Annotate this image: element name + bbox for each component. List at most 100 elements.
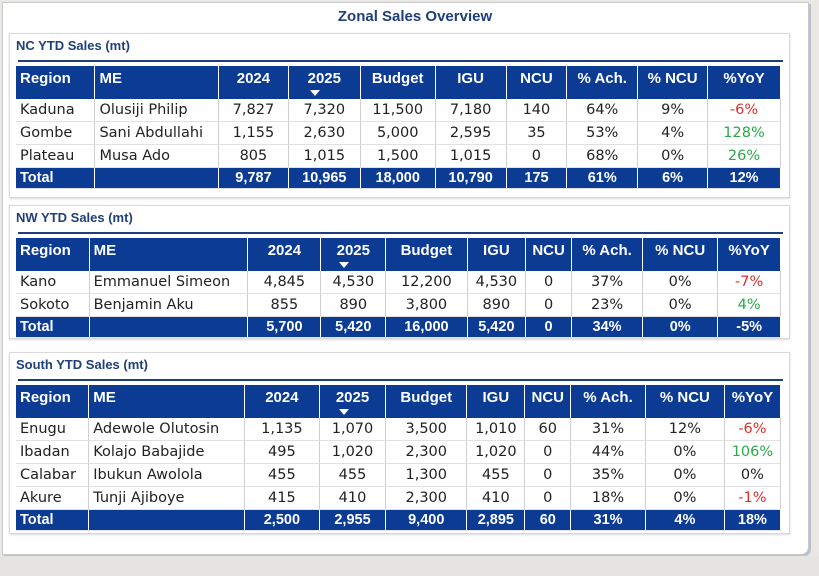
total-cell-me [89, 316, 249, 338]
cell-budget: 3,500 [385, 418, 468, 441]
column-header-2024[interactable]: 2024 [218, 66, 289, 99]
column-header-label: NCU [531, 389, 565, 406]
card-rule [18, 60, 783, 62]
cell-2024: 805 [218, 144, 289, 168]
total-cell-ncu: 60 [524, 509, 572, 531]
column-header-pct-ncu[interactable]: % NCU [645, 385, 725, 418]
cell-pct-ach: 23% [571, 293, 644, 317]
column-header-pct-ach[interactable]: % Ach. [571, 238, 644, 271]
cell-me: Benjamin Aku [89, 293, 249, 317]
column-header-region[interactable]: Region [16, 238, 90, 271]
cell-2025: 455 [319, 463, 387, 487]
nw-sales-card: NW YTD Sales (mt) Region ME 2024 2025 Budget… [9, 205, 790, 339]
cell-ncu: 0 [506, 144, 568, 168]
cell-ncu: 60 [524, 418, 572, 441]
column-header-pct-yoy[interactable]: %YoY [717, 238, 781, 271]
column-header-2025[interactable]: 2025 [319, 385, 387, 418]
total-cell-pct-yoy: -5% [717, 316, 781, 338]
header-row: Region ME 2024 2025 Budget IGU NCU % Ach. % NCU%… [16, 385, 782, 418]
card-rule [18, 379, 783, 381]
column-header-2025[interactable]: 2025 [288, 66, 361, 99]
nw-sales-table: Region ME 2024 2025 Budget IGU NCU % Ach. % NCU%… [16, 238, 781, 338]
column-header-label: % Ach. [583, 389, 633, 406]
cell-pct-ach: 53% [566, 121, 639, 145]
card-title: NC YTD Sales (mt) [16, 38, 130, 53]
total-row[interactable]: Total 9,787 10,965 18,000 10,790 175 61% 6% 12% [16, 167, 781, 189]
column-header-me[interactable]: ME [89, 238, 249, 271]
cell-igu: 455 [466, 463, 526, 487]
cell-pct-yoy: 128% [707, 121, 781, 145]
cell-budget: 3,800 [385, 293, 468, 317]
column-header-pct-ncu[interactable]: % NCU [637, 66, 709, 99]
column-header-pct-yoy[interactable]: %YoY [724, 385, 782, 418]
column-header-2025[interactable]: 2025 [320, 238, 387, 271]
total-cell-pct-ach: 31% [570, 509, 646, 531]
cell-pct-ncu: 0% [645, 463, 725, 487]
cell-2024: 7,827 [218, 99, 289, 122]
cell-me: Adewole Olutosin [88, 418, 245, 441]
column-header-label: 2025 [307, 70, 341, 87]
table-row[interactable]: Akure Tunji Ajiboye 415 410 2,300 410 0 18% 0% -1… [16, 486, 782, 510]
sort-desc-icon [339, 262, 350, 268]
cell-2024: 455 [244, 463, 320, 487]
total-cell-pct-yoy: 12% [707, 167, 781, 189]
column-header-budget[interactable]: Budget [360, 66, 436, 99]
total-cell-pct-ncu: 4% [645, 509, 725, 531]
cell-2024: 415 [244, 486, 320, 510]
cell-region: Plateau [16, 144, 96, 168]
column-header-ncu[interactable]: NCU [524, 385, 572, 418]
total-cell-igu: 5,420 [467, 316, 527, 338]
cell-pct-ncu: 12% [645, 418, 725, 441]
total-cell-region: Total [16, 509, 90, 531]
table-row[interactable]: Kano Emmanuel Simeon 4,845 4,530 12,200 4,530… [16, 271, 781, 294]
cell-pct-yoy: -6% [724, 418, 782, 441]
cell-2025: 4,530 [320, 271, 387, 294]
total-cell-ncu: 0 [525, 316, 573, 338]
column-header-pct-yoy[interactable]: %YoY [707, 66, 781, 99]
cell-pct-ach: 37% [571, 271, 644, 294]
cell-me: Tunji Ajiboye [88, 486, 245, 510]
cell-me: Olusiji Philip [94, 99, 219, 122]
cell-budget: 11,500 [360, 99, 436, 122]
column-header-ncu[interactable]: NCU [506, 66, 568, 99]
column-header-region[interactable]: Region [16, 66, 96, 99]
column-header-label: IGU [482, 389, 510, 406]
column-header-region[interactable]: Region [16, 385, 90, 418]
cell-pct-yoy: 26% [707, 144, 781, 168]
column-header-igu[interactable]: IGU [435, 66, 507, 99]
column-header-ncu[interactable]: NCU [525, 238, 573, 271]
total-cell-2024: 2,500 [244, 509, 320, 531]
table-row[interactable]: Calabar Ibukun Awolola 455 455 1,300 455 0 35% 0… [16, 463, 782, 487]
cell-ncu: 0 [525, 293, 573, 317]
table-row[interactable]: Gombe Sani Abdullahi 1,155 2,630 5,000 2,595 3… [16, 121, 781, 145]
column-header-budget[interactable]: Budget [385, 238, 468, 271]
column-header-pct-ach[interactable]: % Ach. [570, 385, 646, 418]
column-header-2024[interactable]: 2024 [247, 238, 322, 271]
total-row[interactable]: Total 2,500 2,955 9,400 2,895 60 31% 4% 18% [16, 509, 782, 531]
cell-pct-yoy: -7% [717, 271, 781, 294]
column-header-label: Budget [400, 389, 453, 406]
table-row[interactable]: Kaduna Olusiji Philip 7,827 7,320 11,500 7,18… [16, 99, 781, 122]
column-header-label: 2024 [265, 389, 299, 406]
cell-pct-yoy: -1% [724, 486, 782, 510]
table-row[interactable]: Enugu Adewole Olutosin 1,135 1,070 3,500 1,01… [16, 418, 782, 441]
cell-2025: 1,070 [319, 418, 387, 441]
table-row[interactable]: Sokoto Benjamin Aku 855 890 3,800 890 0 23% 0% 4% [16, 293, 781, 317]
column-header-igu[interactable]: IGU [467, 238, 527, 271]
column-header-pct-ach[interactable]: % Ach. [566, 66, 639, 99]
cell-pct-ncu: 0% [645, 486, 725, 510]
column-header-igu[interactable]: IGU [466, 385, 526, 418]
column-header-me[interactable]: ME [94, 66, 219, 99]
cell-pct-ach: 68% [566, 144, 639, 168]
table-row[interactable]: Plateau Musa Ado 805 1,015 1,500 1,015 0 68% 0% 2… [16, 144, 781, 168]
total-cell-igu: 10,790 [435, 167, 507, 189]
column-header-2024[interactable]: 2024 [244, 385, 320, 418]
cell-ncu: 35 [506, 121, 568, 145]
column-header-pct-ncu[interactable]: % NCU [642, 238, 719, 271]
column-header-budget[interactable]: Budget [385, 385, 468, 418]
cell-me: Kolajo Babajide [88, 440, 245, 464]
table-row[interactable]: Ibadan Kolajo Babajide 495 1,020 2,300 1,020 0… [16, 440, 782, 464]
total-row[interactable]: Total 5,700 5,420 16,000 5,420 0 34% 0% -5% [16, 316, 781, 338]
cell-2025: 1,015 [288, 144, 361, 168]
column-header-me[interactable]: ME [88, 385, 245, 418]
